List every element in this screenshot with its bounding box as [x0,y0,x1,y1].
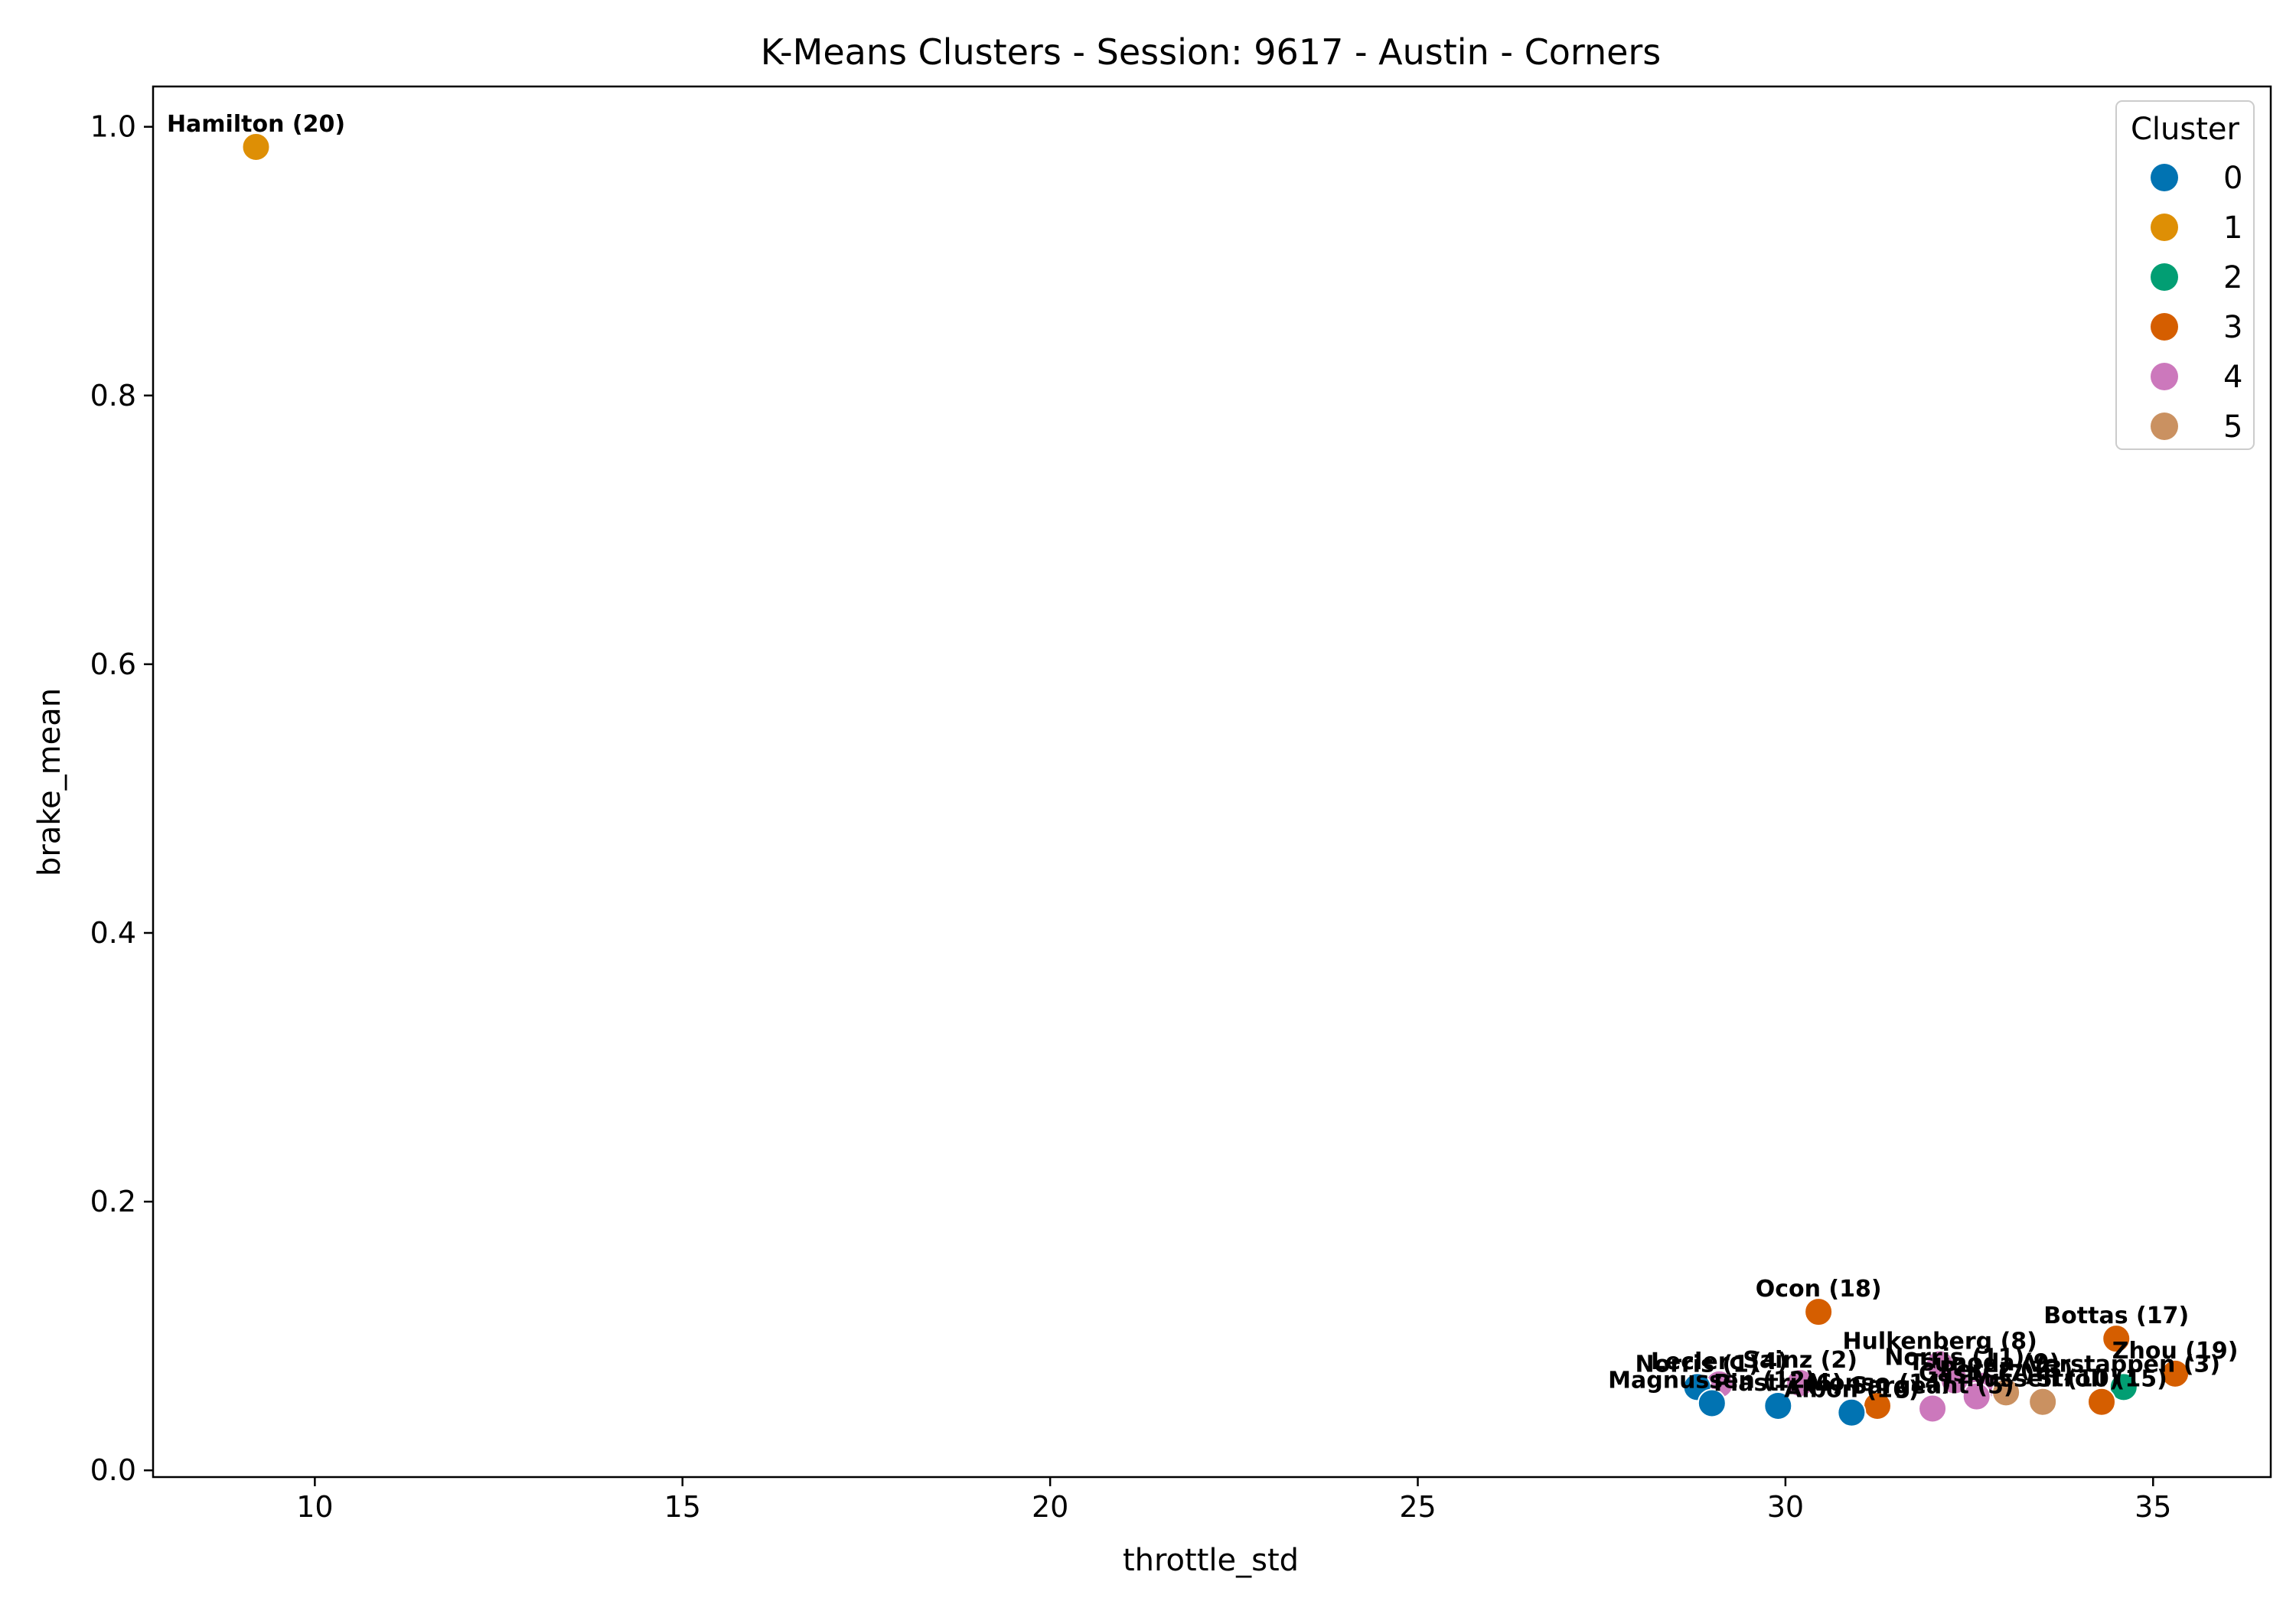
data-point [2108,1372,2138,1402]
data-point [1918,1394,1948,1423]
x-tick-label: 35 [2135,1490,2171,1524]
data-point-label: Tsunoda (9) [1908,1350,2060,1377]
data-point [1939,1365,1969,1395]
data-point [1697,1388,1727,1418]
y-tick-label: 0.8 [90,379,136,413]
data-point-label: Ocon (18) [1756,1276,1882,1303]
data-point [1763,1391,1793,1420]
legend-label: 0 [2223,161,2242,196]
data-point-label: Magnussen (12) [1608,1367,1815,1394]
data-point-label: Norris (11) [1884,1345,2024,1371]
data-point [241,132,271,161]
data-point [1786,1368,1815,1398]
data-point-label: Albon (16) [1784,1377,1919,1404]
data-point-label: Alonso (14) [1803,1370,1952,1397]
data-point-label: Gasly (7) [1919,1361,2034,1388]
legend-label: 4 [2223,360,2242,395]
data-point [1804,1297,1834,1327]
data-point-label: Hulkenberg (8) [1842,1329,2037,1355]
legend-marker [2151,363,2178,390]
legend-marker [2151,413,2178,440]
data-point-label: Russell (10) [1966,1366,2120,1393]
legend-label: 2 [2223,260,2242,295]
data-point [1837,1397,1867,1427]
x-axis-label: throttle_std [1123,1543,1299,1578]
x-tick-label: 25 [1399,1490,1436,1524]
data-point [1991,1378,2021,1407]
data-point-label: Hamilton (20) [167,111,345,138]
data-point [2087,1387,2117,1417]
x-tick-label: 30 [1767,1490,1804,1524]
data-point-label: Sainz (2) [1743,1347,1857,1374]
x-tick-label: 10 [296,1490,333,1524]
data-point-label: Leclerc (4) [1651,1348,1788,1375]
x-axis: 10 15 20 25 30 35 [296,1477,2171,1524]
legend-title: Cluster [2131,112,2240,147]
legend-marker [2151,164,2178,191]
data-point-label: Zhou (19) [2112,1338,2239,1365]
legend-marker [2151,313,2178,341]
legend-marker [2151,263,2178,291]
y-tick-label: 1.0 [90,110,136,144]
data-point-label: Norris (1) [1636,1351,1760,1378]
y-tick-label: 0.2 [90,1185,136,1218]
y-tick-label: 0.6 [90,647,136,681]
x-tick-label: 15 [664,1490,701,1524]
plot-area: Hamilton (20) Ocon (18) Bottas (17) Zhou (1… [167,111,2239,1427]
y-axis: 0.0 0.2 0.4 0.6 0.8 1.0 [90,110,153,1487]
y-tick-label: 0.4 [90,916,136,950]
data-point [2161,1358,2190,1388]
legend-label: 5 [2223,409,2242,445]
data-point-label: Perez (13) [1939,1356,2073,1383]
data-point-label: Piastri (6) [1714,1370,1843,1397]
plot-frame [152,85,2272,1479]
y-axis-label: brake_mean [32,688,67,876]
legend-entries: 0 1 2 3 4 5 [2151,161,2242,445]
legend-box [2115,100,2255,450]
data-point-label: Sargeant (5) [1851,1372,2014,1399]
legend: Cluster 0 1 2 3 4 5 [2115,100,2255,450]
y-tick-label: 0.0 [90,1453,136,1487]
legend-marker [2151,214,2178,241]
data-point [1962,1381,1991,1411]
data-point [2028,1387,2058,1417]
data-point-label: Bottas (17) [2043,1303,2189,1329]
legend-label: 3 [2223,310,2242,345]
data-point [2102,1324,2131,1354]
legend-label: 1 [2223,210,2242,246]
x-tick-label: 20 [1032,1490,1068,1524]
data-point-label: Stroll (15) [2036,1366,2167,1393]
data-point-label: Verstappen (3) [2027,1351,2221,1378]
chart-title: K-Means Clusters - Session: 9617 - Austi… [761,31,1662,73]
